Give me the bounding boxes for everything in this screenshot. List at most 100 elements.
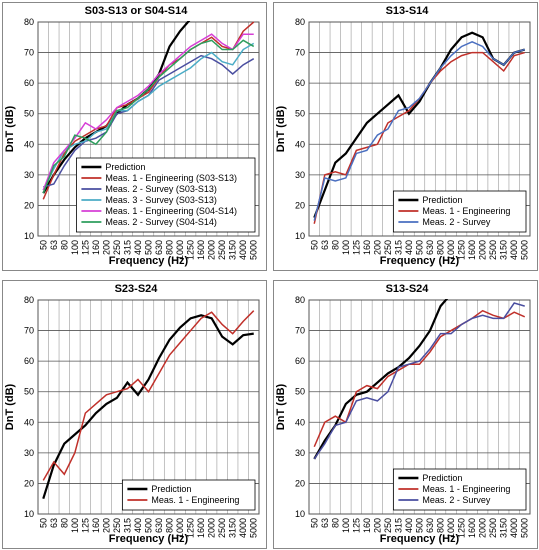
x-tick-label: 630 (154, 518, 164, 533)
y-tick-label: 70 (295, 326, 305, 336)
x-tick-label: 4000 (238, 518, 248, 538)
y-tick-label: 80 (24, 17, 34, 27)
y-tick-label: 60 (24, 356, 34, 366)
x-tick-label: 315 (122, 518, 132, 533)
legend-box (76, 157, 256, 233)
x-tick-label: 800 (436, 240, 446, 255)
x-tick-label: 1250 (457, 518, 467, 538)
legend-label: Meas. 2 - Survey (S04-S14) (105, 217, 217, 227)
x-axis-label: Frequency (Hz) (109, 255, 189, 267)
x-tick-label: 200 (101, 240, 111, 255)
x-tick-label: 80 (59, 518, 69, 528)
legend-label: Meas. 1 - Engineering (422, 206, 510, 216)
x-tick-label: 50 (38, 518, 48, 528)
x-tick-label: 250 (112, 240, 122, 255)
x-tick-label: 800 (436, 518, 446, 533)
legend-box (122, 479, 256, 511)
x-tick-label: 160 (91, 518, 101, 533)
x-tick-label: 1250 (186, 518, 196, 538)
x-tick-label: 100 (341, 518, 351, 533)
x-tick-label: 1000 (446, 240, 456, 260)
x-tick-label: 125 (351, 518, 361, 533)
x-tick-label: 250 (383, 240, 393, 255)
legend-label: Meas. 2 - Survey (422, 217, 491, 227)
data-line (42, 314, 254, 500)
y-tick-label: 30 (24, 170, 34, 180)
x-tick-label: 4000 (509, 240, 519, 260)
x-tick-label: 63 (49, 240, 59, 250)
y-tick-label: 10 (24, 509, 34, 519)
x-axis-label: Frequency (Hz) (380, 533, 460, 545)
x-tick-label: 100 (70, 518, 80, 533)
legend-label: Meas. 1 - Engineering (S03-S13) (105, 173, 237, 183)
y-tick-label: 10 (295, 231, 305, 241)
x-tick-label: 2500 (217, 518, 227, 538)
x-tick-label: 80 (59, 240, 69, 250)
x-tick-label: 63 (49, 518, 59, 528)
y-tick-label: 60 (295, 356, 305, 366)
x-tick-label: 1600 (196, 518, 206, 538)
y-tick-label: 60 (24, 78, 34, 88)
x-tick-label: 50 (309, 240, 319, 250)
x-tick-label: 800 (165, 518, 175, 533)
legend-label: Meas. 2 - Survey (S03-S13) (105, 184, 217, 194)
x-tick-label: 250 (112, 518, 122, 533)
x-tick-label: 3150 (228, 240, 238, 260)
y-tick-label: 80 (24, 295, 34, 305)
y-tick-label: 80 (295, 17, 305, 27)
x-tick-label: 2000 (207, 240, 217, 260)
data-line (313, 41, 525, 221)
plot-frame (37, 299, 260, 515)
x-tick-label: 630 (425, 240, 435, 255)
x-tick-label: 2000 (207, 518, 217, 538)
y-tick-label: 40 (295, 139, 305, 149)
y-tick-label: 60 (295, 78, 305, 88)
x-tick-label: 1000 (175, 240, 185, 260)
x-tick-label: 63 (320, 518, 330, 528)
x-tick-label: 4000 (509, 518, 519, 538)
x-tick-label: 160 (362, 240, 372, 255)
data-line (313, 309, 526, 448)
x-tick-label: 315 (393, 518, 403, 533)
x-tick-label: 5000 (249, 240, 259, 260)
plot-frame (308, 21, 531, 237)
x-tick-label: 3150 (499, 240, 509, 260)
y-tick-label: 30 (295, 170, 305, 180)
data-line (42, 39, 255, 194)
x-tick-label: 630 (425, 518, 435, 533)
x-tick-label: 630 (154, 240, 164, 255)
legend-label: Meas. 1 - Engineering (422, 484, 510, 494)
y-tick-label: 20 (295, 478, 305, 488)
x-tick-label: 315 (122, 240, 132, 255)
x-tick-label: 1600 (467, 240, 477, 260)
chart-title: S13-S24 (386, 283, 430, 295)
x-tick-label: 500 (144, 240, 154, 255)
data-line (313, 299, 449, 460)
x-tick-label: 200 (372, 240, 382, 255)
x-tick-label: 2000 (478, 240, 488, 260)
x-tick-label: 2500 (217, 240, 227, 260)
x-tick-label: 2500 (488, 240, 498, 260)
x-tick-label: 160 (91, 240, 101, 255)
x-tick-label: 500 (415, 518, 425, 533)
data-line (313, 31, 526, 219)
legend-label: Prediction (151, 484, 191, 494)
x-tick-label: 1600 (467, 518, 477, 538)
x-tick-label: 100 (70, 240, 80, 255)
x-tick-label: 50 (309, 518, 319, 528)
chart-title: S03-S13 or S04-S14 (85, 5, 189, 17)
x-tick-label: 5000 (249, 518, 259, 538)
x-tick-label: 80 (330, 240, 340, 250)
x-tick-label: 3150 (499, 518, 509, 538)
x-tick-label: 800 (165, 240, 175, 255)
x-tick-label: 125 (351, 240, 361, 255)
x-tick-label: 1000 (446, 518, 456, 538)
chart-title: S13-S14 (386, 5, 430, 17)
x-axis-label: Frequency (Hz) (109, 533, 189, 545)
legend-label: Prediction (105, 162, 145, 172)
x-tick-label: 3150 (228, 518, 238, 538)
x-tick-label: 160 (362, 518, 372, 533)
x-tick-label: 4000 (238, 240, 248, 260)
